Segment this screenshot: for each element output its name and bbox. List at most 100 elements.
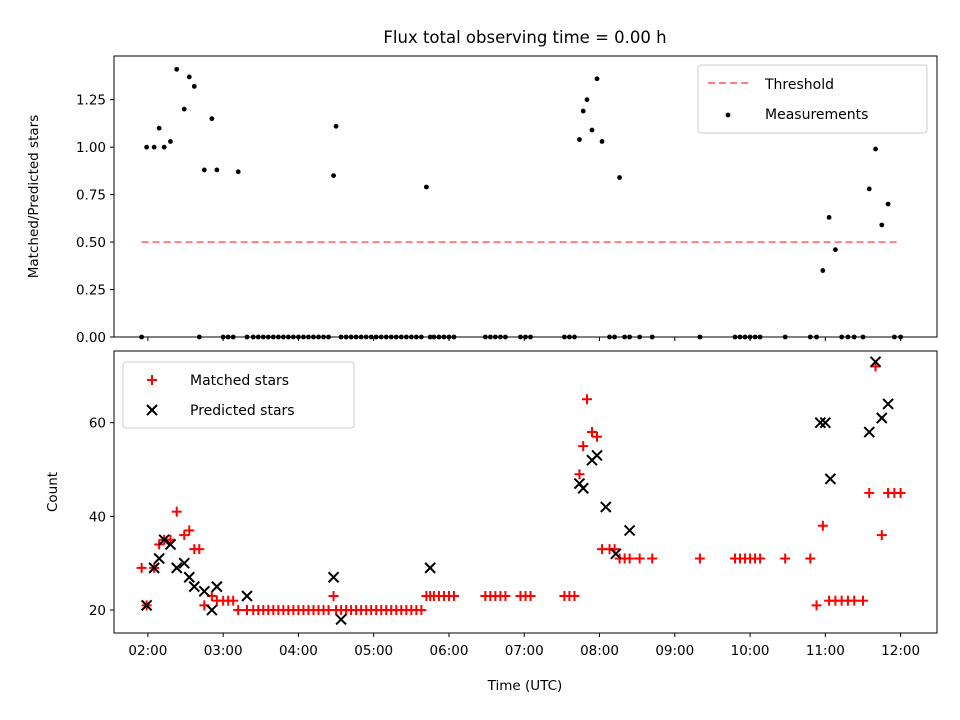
predicted-star-point (819, 416, 832, 429)
predicted-star-point (148, 562, 160, 574)
top-ytick-label: 1.25 (76, 93, 106, 109)
bottom-xtick-label: 10:00 (731, 643, 770, 659)
top-ytick-label: 0.00 (76, 330, 106, 346)
predicted-star-point (610, 548, 622, 560)
measurement-point (214, 167, 220, 173)
top-legend-box (697, 64, 928, 134)
legend-threshold-label: Threshold (764, 77, 834, 93)
measurement-point (866, 186, 872, 192)
predicted-star-point (335, 613, 347, 626)
measurement-point (873, 146, 878, 152)
matched-star-point (624, 553, 635, 564)
top-ytick-label: 0.50 (76, 235, 106, 251)
bottom-xtick-label: 04:00 (279, 643, 318, 659)
measurement-point (577, 137, 582, 142)
predicted-star-point (164, 538, 177, 551)
measurement-point (181, 106, 187, 112)
predicted-star-point (577, 482, 589, 494)
matched-star-point (694, 553, 705, 564)
matched-star-point (780, 553, 791, 564)
measurement-point (168, 139, 173, 144)
legend-measurements-swatch (725, 112, 731, 118)
measurement-point (580, 108, 586, 114)
predicted-star-point (178, 557, 190, 569)
measurement-point (174, 66, 180, 72)
matched-star-point (755, 553, 766, 564)
matched-star-point (647, 553, 658, 564)
legend-predicted-swatch (146, 404, 158, 416)
measurement-point (333, 123, 339, 129)
predicted-star-point (591, 449, 603, 462)
top-ytick-label: 0.25 (76, 283, 106, 299)
legend-matched-swatch (147, 375, 157, 385)
predicted-star-point (153, 552, 165, 565)
legend-matched-label: Matched stars (190, 373, 289, 389)
predicted-star-point (327, 571, 340, 583)
bottom-ytick-label: 40 (89, 509, 106, 525)
predicted-star-point (211, 580, 223, 593)
matched-star-point (328, 590, 339, 601)
matched-star-point (194, 544, 205, 555)
matched-star-point (184, 525, 195, 536)
legend-measurements-label: Measurements (765, 107, 868, 123)
matched-star-point (525, 590, 536, 601)
matched-star-point (171, 506, 182, 517)
matched-star-point (817, 520, 828, 531)
bottom-xlabel: Time (UTC) (487, 678, 563, 694)
predicted-star-point (183, 571, 195, 583)
measurement-point (235, 169, 241, 175)
predicted-star-point (188, 580, 200, 593)
bottom-axes-frame (113, 350, 938, 634)
matched-star-point (448, 590, 459, 601)
bottom-xtick-label: 06:00 (430, 643, 469, 659)
predicted-star-point (158, 534, 170, 546)
predicted-star-point (882, 398, 894, 410)
bottom-panel: 20 40 60 02:00 03:00 04:00 05:00 06:00 07:00 08:0… (45, 350, 938, 694)
measurement-point (191, 83, 197, 89)
top-chart-title: Flux total observing time = 0.00 h (383, 28, 666, 47)
measurement-point (201, 167, 207, 173)
bottom-xtick-label: 11:00 (806, 643, 845, 659)
bottom-legend-box (122, 361, 355, 429)
matched-star-point (876, 530, 887, 541)
bottom-xtick-label: 12:00 (881, 643, 920, 659)
measurement-point (832, 247, 838, 253)
predicted-star-point (623, 524, 636, 537)
matched-star-point (586, 427, 597, 438)
predicted-star-point (140, 599, 153, 612)
measurement-point (589, 127, 595, 133)
top-ylabel: Matched/Predicted stars (26, 115, 42, 278)
measurement-point (879, 222, 885, 228)
measurement-point (617, 175, 622, 180)
bottom-xtick-label: 07:00 (505, 643, 544, 659)
matched-star-point (849, 595, 860, 606)
top-panel: Flux total observing time = 0.00 h 0.00 0… (26, 28, 938, 346)
top-axes-frame (113, 55, 938, 338)
predicted-star-point (600, 501, 612, 513)
matched-star-point (416, 605, 427, 616)
matched-star-point (895, 487, 906, 498)
predicted-star-point (814, 416, 827, 429)
measurement-point (144, 144, 150, 150)
measurement-point (885, 201, 891, 207)
top-legend: Threshold Measurements (697, 64, 928, 134)
matched-star-point (500, 590, 511, 601)
measurement-point (423, 184, 429, 190)
bottom-xtick-label: 05:00 (354, 643, 393, 659)
measurement-point (186, 74, 192, 80)
matched-star-point (581, 394, 592, 405)
measurement-point (151, 144, 157, 150)
top-ytick-label: 0.75 (76, 188, 106, 204)
bottom-xtick-label: 09:00 (655, 643, 694, 659)
top-ytick-label: 1.00 (76, 140, 106, 156)
bottom-ylabel: Count (45, 472, 61, 512)
legend-predicted-label: Predicted stars (190, 403, 295, 419)
predicted-star-point (206, 604, 218, 616)
predicted-star-point (171, 562, 183, 574)
matched-star-point (574, 469, 585, 480)
measurement-point (826, 214, 832, 220)
measurement-point (584, 97, 590, 103)
predicted-star-point (198, 585, 211, 598)
predicted-star-point (241, 590, 253, 602)
